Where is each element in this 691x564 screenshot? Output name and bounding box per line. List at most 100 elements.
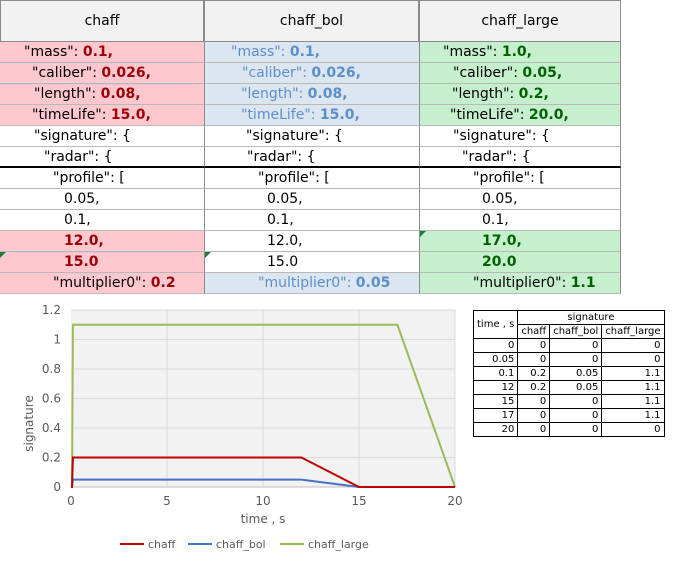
data-table-row: 0.1 0.2 0.05 1.1 [472,366,665,381]
cfg-value: 15.0, [319,107,360,123]
cfg-cell-chaff-large-row-3: "timeLife": 20.0, [419,105,621,126]
cfg-key: 15.0 [267,254,299,270]
cfg-key: "caliber": [453,65,523,81]
cfg-key: "signature": { [453,128,550,144]
cell-flag-icon [420,231,426,237]
cell-flag-icon [205,252,211,258]
cfg-value: 0.026, [101,65,151,81]
time-cell: 17 [472,408,519,423]
signature-cell: 1.1 [601,408,665,423]
cfg-value: 17.0, [482,233,522,249]
cfg-key: "length": [241,86,308,102]
cfg-key: 0.1, [64,212,91,228]
time-cell: 0.05 [472,352,519,367]
cfg-cell-chaff-large-row-11: "multiplier0": 1.1 [419,273,621,294]
cfg-cell-chaff-bol-row-5: "radar": { [204,147,419,168]
y-tick-label: 0 [53,480,61,494]
cfg-value: 15.0, [110,107,151,123]
signature-cell: 0.2 [517,380,551,395]
x-axis-title: time , s [241,512,286,526]
legend-label-chaff-bol: chaff_bol [216,538,266,551]
signature-cell: 1.1 [601,380,665,395]
data-table-row: 0.05 0 0 0 [472,352,665,367]
time-cell: 0.1 [472,366,519,381]
cfg-key: "caliber": [32,65,102,81]
y-tick-label: 0.8 [42,362,61,376]
cfg-cell-chaff-large-row-0: "mass": 1.0, [419,42,621,63]
data-table-row: 20 0 0 0 [472,422,665,437]
signature-group-header: signature [517,310,665,325]
cfg-value: 0.2, [518,86,549,102]
cfg-cell-chaff-large-row-4: "signature": { [419,126,621,147]
signature-cell: 1.1 [601,394,665,409]
cfg-value: 0.1, [289,44,320,60]
signature-cell: 0 [601,338,665,353]
signature-cell: 0 [517,394,551,409]
x-tick-label: 5 [163,494,171,508]
time-cell: 20 [472,422,519,437]
time-cell: 12 [472,380,519,395]
cfg-cell-chaff-row-0: "mass": 0.1, [0,42,204,63]
signature-cell: 0.2 [517,366,551,381]
y-tick-label: 0.6 [42,392,61,406]
data-table-row: 12 0.2 0.05 1.1 [472,380,665,395]
cfg-key: "mass": [443,44,502,60]
series-line-chaff [71,456,455,488]
cfg-cell-chaff-row-7: 0.05, [0,189,204,210]
cfg-cell-chaff-large-row-2: "length": 0.2, [419,84,621,105]
cfg-value: 20.0, [528,107,569,123]
signature-cell: 0 [549,408,603,423]
signature-cell: 0 [517,338,551,353]
cfg-value: 0.08, [100,86,141,102]
cfg-key: 0.1, [482,212,509,228]
signature-data-table: time , s signature chaff chaff_bol chaff… [472,310,665,437]
cfg-key: "timeLife": [241,107,320,123]
cfg-cell-chaff-bol-row-1: "caliber": 0.026, [204,63,419,84]
y-tick-label: 1 [53,333,61,347]
header-chaff-large: chaff_large [419,0,621,42]
cfg-cell-chaff-large-row-1: "caliber": 0.05, [419,63,621,84]
cfg-cell-chaff-bol-row-3: "timeLife": 15.0, [204,105,419,126]
cfg-cell-chaff-bol-row-4: "signature": { [204,126,419,147]
cfg-value: 20.0 [482,254,517,270]
cfg-key: "radar": { [44,149,113,165]
signature-cell: 0.05 [549,366,603,381]
cfg-cell-chaff-large-row-9: 17.0, [419,231,621,252]
header-chaff-bol: chaff_bol [204,0,419,42]
cfg-value: 1.0, [501,44,532,60]
config-comparison-table: chaff chaff_bol chaff_large "mass": 0.1,… [0,0,621,294]
cfg-cell-chaff-large-row-10: 20.0 [419,252,621,273]
cfg-key: 0.05, [267,191,303,207]
cfg-cell-chaff-bol-row-6: "profile": [ [204,168,419,189]
cfg-value: 0.05 [355,275,391,291]
signature-cell: 0 [549,338,603,353]
cfg-value: 12.0, [64,233,104,249]
cfg-cell-chaff-row-6: "profile": [ [0,168,204,189]
cfg-cell-chaff-row-3: "timeLife": 15.0, [0,105,204,126]
cfg-key: 0.1, [267,212,294,228]
cfg-key: 12.0, [267,233,303,249]
cfg-cell-chaff-large-row-8: 0.1, [419,210,621,231]
signature-cell: 0.05 [549,380,603,395]
cfg-cell-chaff-row-4: "signature": { [0,126,204,147]
signature-cell: 0 [549,394,603,409]
cfg-key: "signature": { [246,128,343,144]
cfg-key: 0.05, [64,191,100,207]
cfg-key: "length": [452,86,519,102]
cfg-key: "timeLife": [450,107,529,123]
signature-cell: 0 [517,352,551,367]
legend-label-chaff-large: chaff_large [308,538,369,551]
cfg-key: "caliber": [242,65,312,81]
signature-cell: 0 [517,422,551,437]
data-table-row: 15 0 0 1.1 [472,394,665,409]
cfg-cell-chaff-row-5: "radar": { [0,147,204,168]
x-tick-label: 10 [255,494,270,508]
y-tick-label: 1.2 [42,303,61,317]
x-tick-label: 20 [447,494,462,508]
signature-cell: 0 [601,352,665,367]
cfg-cell-chaff-bol-row-10: 15.0 [204,252,419,273]
col-header-chaff: chaff [517,324,551,339]
data-table-row: 17 0 0 1.1 [472,408,665,423]
time-cell: 0 [472,338,519,353]
cfg-cell-chaff-large-row-7: 0.05, [419,189,621,210]
